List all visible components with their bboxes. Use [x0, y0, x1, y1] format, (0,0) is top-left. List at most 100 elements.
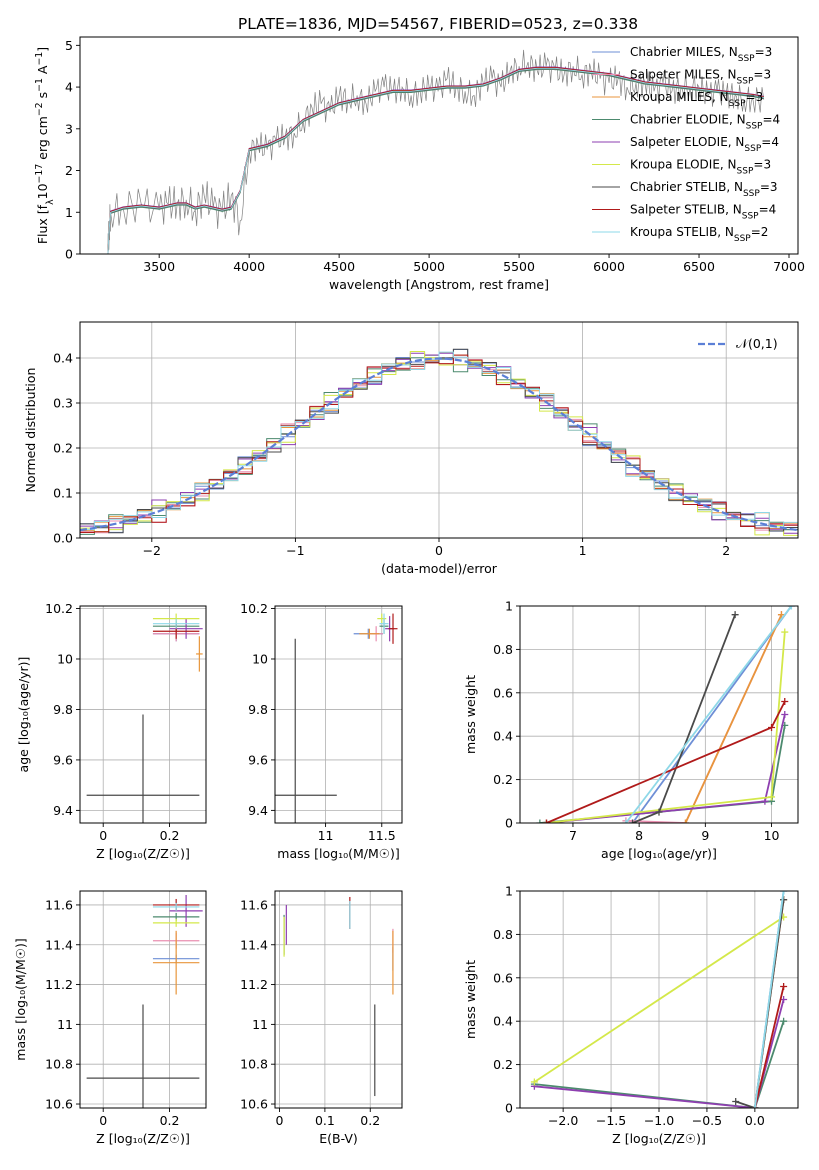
x-tick-label: −1 [286, 543, 304, 558]
y-tick-label: 0.2 [493, 1057, 513, 1072]
y-axis-label: age [log₁₀(age/yr)] [16, 657, 31, 773]
text-part: Kroupa MILES, N [630, 90, 729, 104]
x-tick-label: 3500 [143, 259, 175, 274]
x-tick-label: 0 [99, 828, 107, 843]
text-part: SSP [744, 144, 761, 154]
weight-marker [530, 1078, 538, 1086]
axes-frame [79, 36, 799, 255]
x-tick-label: 0 [435, 543, 443, 558]
plot-area-mass-vs-Z [86, 894, 203, 1108]
plot-area-age-vs-Z [86, 613, 203, 823]
weight-line [533, 916, 785, 1083]
legend-label: Kroupa STELIB, NSSP=2 [630, 225, 768, 244]
legend-label: Chabrier MILES, NSSP=3 [630, 45, 772, 64]
weight-line [625, 606, 793, 823]
y-tick-label: 11.6 [240, 897, 268, 912]
y-tick-label: 11.4 [240, 937, 268, 952]
plot-area-weight-vs-age [536, 606, 795, 823]
text-part: −1 [34, 78, 45, 92]
y-tick-label: 1 [505, 599, 513, 614]
text-part: =3 [755, 45, 773, 59]
weight-marker [732, 1097, 740, 1105]
axes-frame [79, 890, 207, 1109]
x-axis-label: (data-model)/error [381, 561, 498, 576]
weight-line [534, 1020, 785, 1108]
x-tick-label: 10 [764, 828, 780, 843]
text-part: =4 [761, 135, 779, 149]
text-part: =4 [759, 203, 777, 217]
text-part: =3 [746, 90, 764, 104]
legend-label: Kroupa ELODIE, NSSP=3 [630, 158, 771, 177]
text-part: SSP [737, 77, 754, 87]
text-part: −1 [34, 52, 45, 66]
weight-marker [780, 982, 788, 990]
legend-label: Kroupa MILES, NSSP=3 [630, 90, 763, 109]
y-tick-label: 10 [252, 651, 268, 666]
axes-weight-vs-Z: −2.0 −1.5 −1.0 −0.5 0.0 0 0.2 0.4 0.6 0.8 1 Z [log₁… [463, 884, 799, 1146]
x-tick-label: 0.2 [360, 1113, 380, 1128]
text-part: =2 [751, 225, 769, 239]
spectrum-model-line [107, 67, 764, 254]
text-part: −2 [34, 102, 45, 116]
y-tick-label: 9.6 [248, 752, 268, 767]
y-axis-label: mass [log₁₀(M/M☉)] [13, 938, 28, 1060]
text-part: Kroupa ELODIE, N [630, 158, 737, 172]
y-axis-label: Flux [fλ10−17 erg cm−2 s−1 A−1] [34, 47, 56, 244]
weight-line [534, 999, 785, 1108]
x-tick-label: 7000 [773, 259, 805, 274]
weight-line [754, 986, 785, 1108]
x-axis-label: Z [log₁₀(Z/Z☉)] [612, 1131, 706, 1146]
y-tick-label: 1 [65, 205, 73, 220]
y-tick-label: 9.6 [53, 752, 73, 767]
plot-area-weight-vs-Z [530, 891, 788, 1108]
y-tick-label: 11.2 [240, 977, 268, 992]
x-tick-label: 7 [569, 828, 577, 843]
text-part: =4 [762, 113, 780, 127]
y-tick-label: 0 [505, 816, 513, 831]
text-part: Salpeter ELODIE, N [630, 135, 744, 149]
x-tick-label: 5000 [413, 259, 445, 274]
axes-age-vs-mass: 11 11.5 9.4 9.6 9.8 10 10.2 mass [log₁₀(M/M☉)] [240, 601, 403, 861]
text-part: SSP [743, 189, 760, 199]
x-axis-label: age [log₁₀(age/yr)] [601, 846, 717, 861]
y-tick-label: 10.2 [240, 601, 268, 616]
x-tick-label: 11.5 [368, 828, 396, 843]
x-tick-label: 0.2 [160, 1113, 180, 1128]
y-axis-label: Normed distribution [23, 368, 38, 493]
y-tick-label: 0.8 [493, 927, 513, 942]
x-tick-label: 6000 [593, 259, 625, 274]
text-part: =3 [753, 68, 771, 82]
x-tick-label: −0.5 [692, 1113, 722, 1128]
y-tick-label: 0.2 [493, 772, 513, 787]
x-tick-label: 0.1 [315, 1113, 335, 1128]
text-part: =3 [753, 158, 771, 172]
weight-marker [780, 891, 788, 895]
text-part: SSP [742, 212, 759, 222]
plot-area-mass-vs-EBV [283, 896, 394, 1097]
text-part: λ [45, 199, 56, 205]
axes-mass-vs-EBV: 0 0.1 0.2 10.6 10.8 11 11.2 11.4 11.6 E(B-V) [240, 890, 403, 1146]
axes-frame [79, 605, 207, 824]
weight-marker [768, 724, 776, 732]
chart-title: PLATE=1836, MJD=54567, FIBERID=0523, z=0… [238, 15, 638, 33]
weight-marker [787, 606, 795, 610]
y-tick-label: 1 [505, 884, 513, 899]
x-tick-label: 4000 [233, 259, 265, 274]
y-tick-label: 0.0 [53, 531, 73, 546]
legend-label: Salpeter ELODIE, NSSP=4 [630, 135, 779, 154]
axes-spectrum: 3500 4000 4500 5000 5500 6000 6500 7000 0 1 2 3 4 5 wa… [34, 36, 805, 292]
legend-label: Salpeter STELIB, NSSP=4 [630, 203, 776, 222]
y-tick-label: 9.8 [53, 702, 73, 717]
text-part: Chabrier STELIB, N [630, 180, 743, 194]
x-tick-label: −2 [143, 543, 161, 558]
y-tick-label: 0.4 [493, 1014, 513, 1029]
x-tick-label: 9 [701, 828, 709, 843]
x-axis-label: wavelength [Angstrom, rest frame] [329, 277, 549, 292]
text-part: −17 [34, 164, 45, 184]
x-tick-label: 1 [579, 543, 587, 558]
x-axis-label: Z [log₁₀(Z/Z☉)] [96, 846, 190, 861]
y-tick-label: 0.8 [493, 642, 513, 657]
y-axis-label: mass weight [463, 960, 478, 1039]
gaussian-curve [80, 357, 798, 532]
